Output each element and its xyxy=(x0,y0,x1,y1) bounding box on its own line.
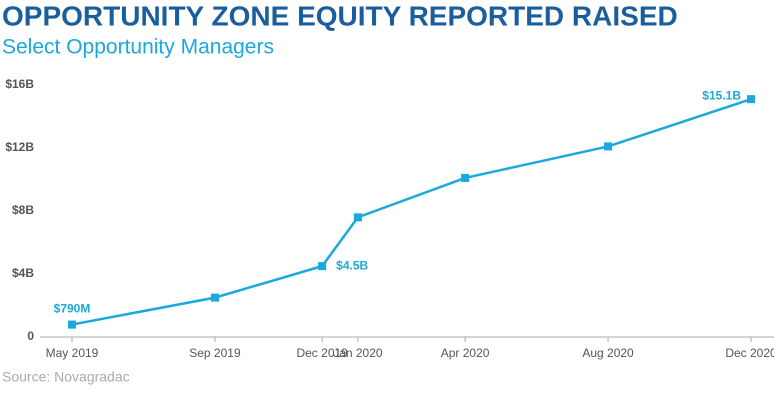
source-note: Source: Novagradac xyxy=(2,369,130,385)
value-label: $15.1B xyxy=(702,88,741,102)
x-tick-label: Dec 2019 xyxy=(296,346,348,360)
point-marker xyxy=(210,293,219,302)
x-tick-label: May 2019 xyxy=(46,346,99,360)
x-tick-label: Sep 2019 xyxy=(189,346,241,360)
x-tick-label: Aug 2020 xyxy=(582,346,634,360)
x-tick-label: Jan 2020 xyxy=(333,346,383,360)
chart-subtitle: Select Opportunity Managers xyxy=(2,36,274,59)
value-label: $790M xyxy=(54,302,91,316)
series-line xyxy=(71,97,752,326)
y-tick-label: $4B xyxy=(12,266,34,280)
point-marker xyxy=(461,173,470,182)
chart-title: OPPORTUNITY ZONE EQUITY REPORTED RAISED xyxy=(2,0,678,31)
point-marker xyxy=(747,95,755,104)
y-tick-label: $12B xyxy=(5,140,34,154)
y-tick-label: $16B xyxy=(5,77,34,91)
y-tick-label: $8B xyxy=(12,203,34,217)
point-marker xyxy=(68,320,76,329)
value-label: $4.5B xyxy=(336,258,368,272)
y-tick-label: 0 xyxy=(27,329,34,343)
point-marker xyxy=(318,262,327,271)
point-marker xyxy=(353,213,362,222)
x-tick-label: Apr 2020 xyxy=(441,346,490,360)
x-tick-label: Dec 2020 xyxy=(725,346,774,360)
point-marker xyxy=(604,142,613,151)
